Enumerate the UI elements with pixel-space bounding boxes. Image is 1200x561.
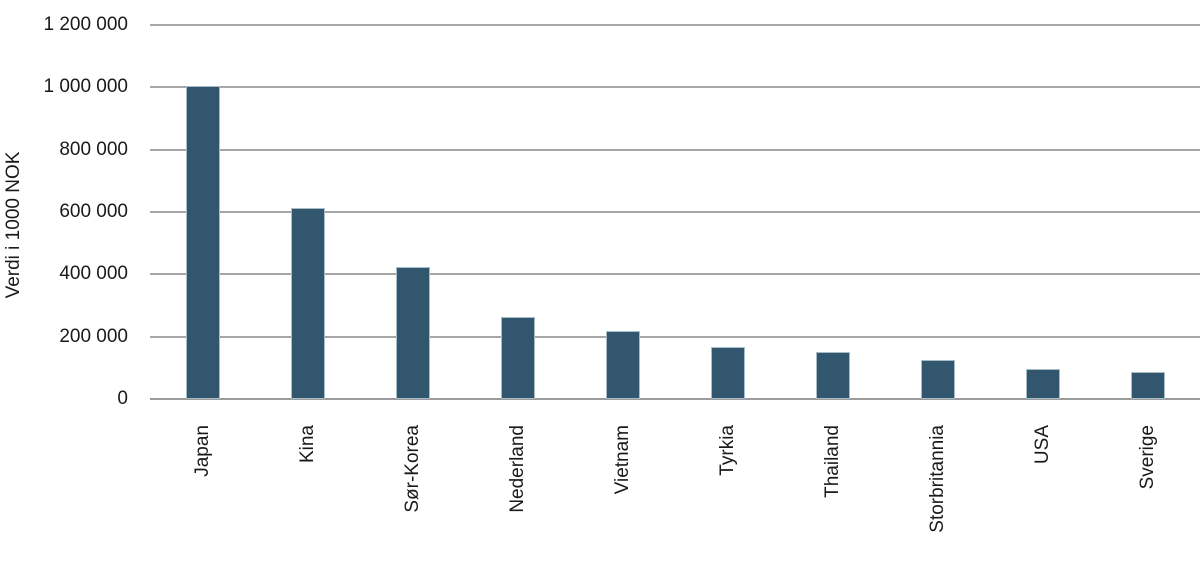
- x-category-label: USA: [1031, 425, 1053, 465]
- x-category-label: Tyrkia: [716, 425, 738, 476]
- y-tick-label: 400 000: [59, 263, 128, 285]
- bar-thailand: [815, 351, 850, 399]
- x-category-label: Thailand: [821, 425, 843, 498]
- x-axis-line: [150, 398, 1200, 400]
- gridline: [150, 24, 1200, 26]
- x-category-label: Vietnam: [611, 425, 633, 495]
- x-category-label: Storbritannia: [926, 425, 948, 533]
- y-tick-label: 800 000: [59, 138, 128, 160]
- bar-tyrkia: [710, 346, 745, 399]
- bar-vietnam: [605, 330, 640, 399]
- y-tick-label: 1 000 000: [43, 76, 128, 98]
- bar-storbritannia: [920, 360, 955, 399]
- y-tick-label: 200 000: [59, 325, 128, 347]
- gridline: [150, 148, 1200, 151]
- x-category-label: Sør-Korea: [401, 425, 423, 513]
- y-tick-label: 1 200 000: [43, 14, 128, 35]
- bar-nederland: [500, 317, 535, 399]
- x-category-label: Kina: [296, 425, 318, 464]
- y-tick-label: 0: [117, 388, 128, 409]
- bar-usa: [1025, 368, 1060, 399]
- bar-s-r-korea: [395, 267, 430, 399]
- gridline: [150, 211, 1200, 213]
- gridline: [150, 86, 1200, 89]
- bar-sverige: [1130, 371, 1165, 399]
- bar-japan: [185, 85, 220, 399]
- x-category-label: Sverige: [1136, 425, 1158, 490]
- bar-kina: [290, 208, 325, 399]
- x-category-label: Japan: [191, 425, 213, 477]
- y-tick-label: 600 000: [59, 201, 128, 222]
- gridline: [150, 273, 1200, 276]
- x-category-label: Nederland: [506, 425, 528, 513]
- gridline: [150, 335, 1200, 338]
